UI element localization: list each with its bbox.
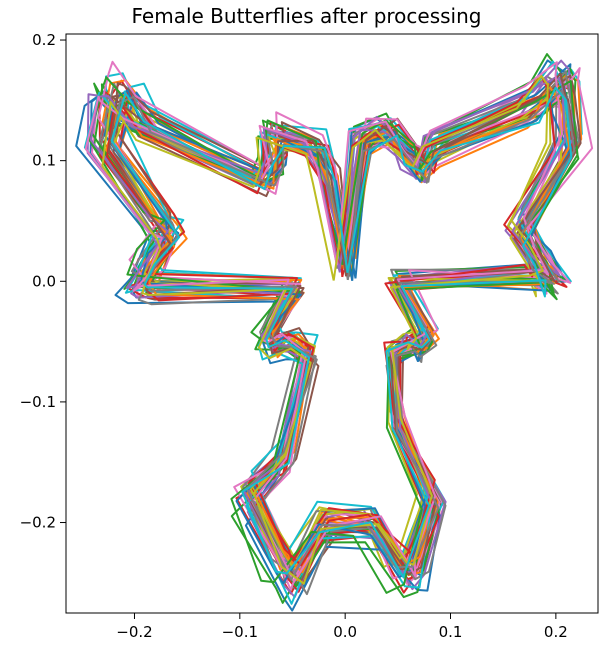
series-line-38 <box>111 89 576 581</box>
series-line-21 <box>118 91 570 566</box>
x-tick-label: −0.2 <box>116 623 152 641</box>
x-axis: −0.2 −0.1 0.0 0.1 0.2 <box>116 613 568 641</box>
x-tick-label: 0.2 <box>544 623 568 641</box>
chart-title: Female Butterflies after processing <box>131 4 482 28</box>
y-tick-label: 0.2 <box>32 31 56 49</box>
axes-frame <box>65 33 599 614</box>
x-tick-label: −0.1 <box>222 623 258 641</box>
x-tick-label: 0.1 <box>439 623 463 641</box>
y-axis: 0.2 0.1 0.0 −0.1 −0.2 <box>20 31 66 532</box>
series-line-27 <box>97 60 594 591</box>
series-layer <box>75 53 594 612</box>
y-tick-label: 0.1 <box>32 152 56 170</box>
series-line-26 <box>113 74 582 576</box>
series-line-39 <box>101 75 549 585</box>
series-line-9 <box>114 90 569 568</box>
series-line-40 <box>110 86 573 579</box>
y-tick-label: 0.0 <box>32 272 56 290</box>
series-line-2 <box>118 96 564 569</box>
series-line-33 <box>90 76 579 594</box>
y-tick-label: −0.2 <box>20 514 56 532</box>
y-tick-label: −0.1 <box>20 393 56 411</box>
series-line-32 <box>105 82 571 574</box>
series-line-16 <box>112 91 568 564</box>
series-line-12 <box>101 74 583 575</box>
x-tick-label: 0.0 <box>333 623 357 641</box>
